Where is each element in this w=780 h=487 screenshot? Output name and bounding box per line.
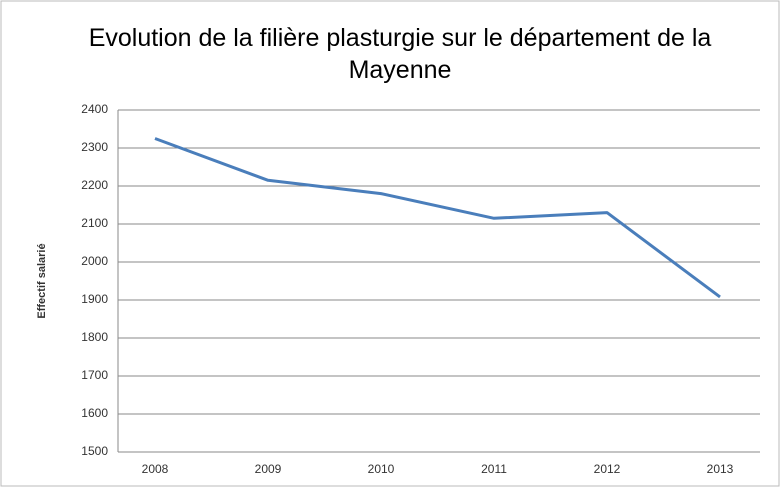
x-tick-label: 2008 <box>142 462 169 476</box>
y-tick-label: 2000 <box>81 254 108 268</box>
x-tick-label: 2009 <box>255 462 282 476</box>
y-tick-label: 2200 <box>81 178 108 192</box>
x-tick-label: 2011 <box>481 462 507 476</box>
x-tick-label: 2010 <box>368 462 395 476</box>
y-tick-label: 1600 <box>81 406 108 420</box>
y-tick-label: 1900 <box>81 292 108 306</box>
y-tick-label: 2400 <box>81 102 108 116</box>
x-tick-label: 2013 <box>707 462 734 476</box>
y-tick-label: 1800 <box>81 330 108 344</box>
x-tick-label: 2012 <box>594 462 621 476</box>
y-axis-label: Effectif salarié <box>36 243 48 318</box>
chart-title: Evolution de la filière plasturgie sur l… <box>88 24 712 84</box>
line-series <box>154 137 721 299</box>
y-tick-label: 2100 <box>81 216 108 230</box>
y-tick-label: 1500 <box>81 444 108 458</box>
y-tick-label: 2300 <box>81 140 108 154</box>
y-tick-label: 1700 <box>81 368 108 382</box>
